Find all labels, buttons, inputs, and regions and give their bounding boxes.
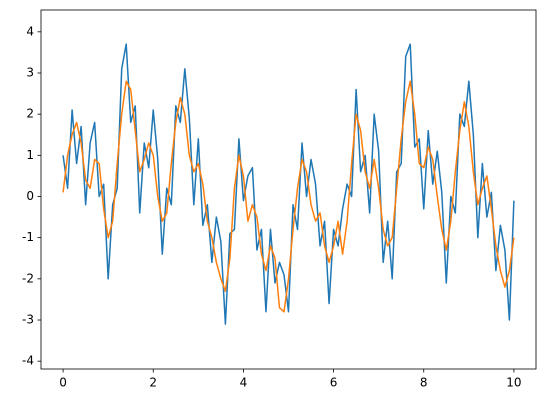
- y-tick-label: 1: [26, 148, 34, 162]
- x-tick-label: 10: [506, 376, 521, 390]
- y-tick-label: 0: [26, 189, 34, 203]
- series-line: [62, 80, 515, 313]
- y-tick-label: 2: [26, 107, 34, 121]
- axes-frame: [40, 9, 537, 370]
- x-tick-label: 4: [240, 376, 248, 390]
- x-tick-label: 0: [59, 376, 67, 390]
- x-tick-label: 8: [420, 376, 428, 390]
- x-tick-label: 2: [149, 376, 157, 390]
- y-tick-label: 4: [26, 24, 34, 38]
- series-line: [62, 43, 515, 325]
- y-tick-label: -2: [22, 271, 34, 285]
- y-tick-label: -3: [22, 313, 34, 327]
- y-tick-label: 3: [26, 65, 34, 79]
- y-tick-label: -4: [22, 354, 34, 368]
- x-tick-label: 6: [330, 376, 338, 390]
- plot-area: [62, 43, 515, 325]
- y-tick-label: -1: [22, 230, 34, 244]
